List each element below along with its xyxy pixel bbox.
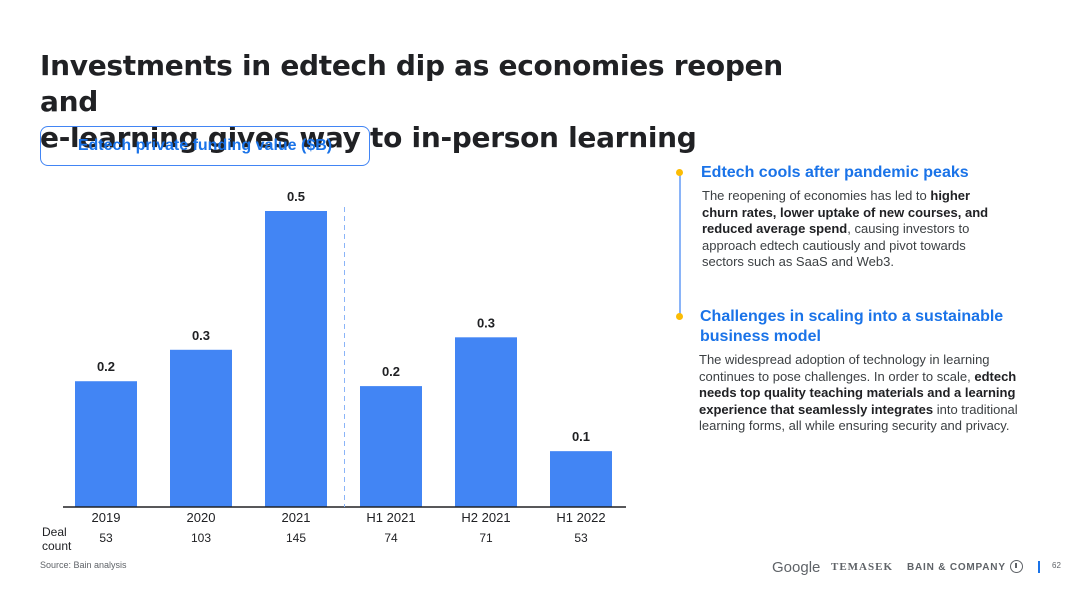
temasek-logo: TEMASEK [831, 561, 894, 573]
deal-count-6: 53 [574, 531, 588, 545]
bar-value-label-2: 0.3 [192, 328, 210, 343]
timeline-dot-2 [676, 313, 683, 320]
section-2-text-run-3: into traditional learning forms, all whi… [699, 401, 1018, 434]
section-heading-2: Challenges in scaling into a sustainable… [700, 308, 1004, 345]
bar-value-label-1: 0.2 [97, 359, 115, 374]
section-2-text-run-1: The widespread adoption of technology in… [699, 352, 990, 384]
bar-4 [360, 386, 422, 507]
deal-count-label-line-1: Deal [42, 525, 67, 539]
timeline-line [679, 172, 681, 316]
category-label-1: 2019 [92, 510, 121, 525]
section-1-text-run-3: , causing investors to approach edtech c… [702, 221, 970, 269]
bar-1 [75, 381, 137, 507]
category-label-5: H2 2021 [461, 510, 510, 525]
bar-value-label-3: 0.5 [287, 189, 305, 204]
bar-value-label-4: 0.2 [382, 364, 400, 379]
category-label-6: H1 2022 [556, 510, 605, 525]
deal-count-2: 103 [191, 531, 211, 545]
section-body-2: The widespread adoption of technology in… [699, 352, 1024, 435]
page-number: 62 [1052, 561, 1061, 570]
deal-count-label: Deal count [42, 525, 92, 553]
bar-3 [265, 211, 327, 507]
category-label-2: 2020 [187, 510, 216, 525]
bain-logo: BAIN & COMPANY [907, 561, 1006, 573]
section-body-1: The reopening of economies has led to hi… [702, 188, 1007, 271]
section-heading-1: Edtech cools after pandemic peaks [701, 164, 969, 181]
deal-count-5: 71 [479, 531, 493, 545]
deal-count-label-line-2: count [42, 539, 72, 553]
source-note: Source: Bain analysis [40, 560, 127, 570]
google-logo: Google [772, 558, 821, 576]
bar-2 [170, 349, 232, 507]
timeline-dot-1 [676, 169, 683, 176]
chart-title: Edtech private funding value ($B) [40, 126, 370, 166]
section-1-text-run-1: The reopening of economies has led to [702, 188, 931, 203]
section-1-text-run-2: higher churn rates, lower uptake of new … [702, 188, 989, 236]
deal-count-1: 53 [99, 531, 113, 545]
bar-6 [550, 451, 612, 507]
bain-logo-icon [1010, 560, 1023, 573]
bar-value-label-6: 0.1 [572, 429, 590, 444]
category-label-4: H1 2021 [366, 510, 415, 525]
deal-count-4: 74 [384, 531, 398, 545]
bar-chart: 0.2 2019 53 0.3 2020 103 0.5 2021 145 0.2 H1 2021 7… [63, 189, 626, 545]
footer-separator [1038, 561, 1040, 573]
slide-title-line-1: Investments in edtech dip as economies r… [40, 49, 783, 118]
bar-value-label-5: 0.3 [477, 315, 495, 330]
deal-count-3: 145 [286, 531, 306, 545]
category-label-3: 2021 [282, 510, 311, 525]
section-2-text-run-2: edtech needs top quality teaching materi… [699, 368, 1017, 417]
bar-5 [455, 337, 517, 507]
